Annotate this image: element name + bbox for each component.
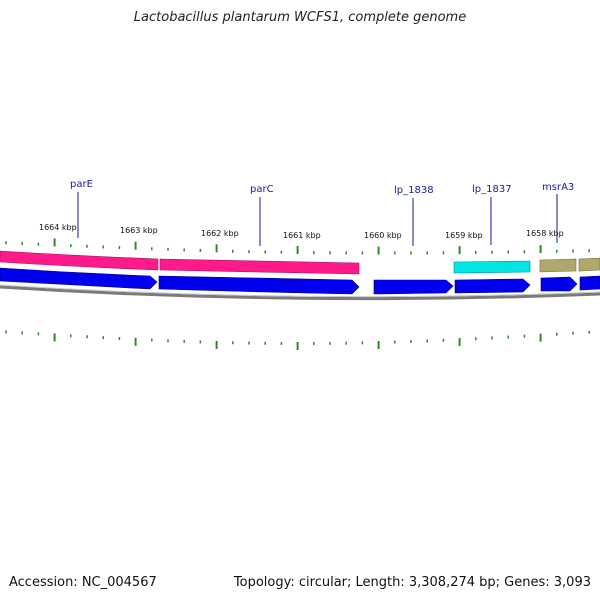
genome-backbone-highlight [0, 284, 600, 298]
scale-label: 1659 kbp [445, 231, 483, 240]
gene-label-parC: parC [250, 184, 274, 195]
scale-ticks [5, 238, 590, 350]
accession-text: Accession: NC_004567 [9, 575, 157, 590]
scale-label: 1664 kbp [39, 223, 77, 232]
feature-parC [159, 258, 360, 275]
cds-arrow-parE [0, 267, 158, 290]
cds-arrow-parC [158, 275, 360, 295]
feature-next [578, 257, 600, 272]
gene-label-msrA3: msrA3 [542, 182, 574, 193]
feature-msrA3 [539, 258, 577, 273]
scale-label: 1658 kbp [526, 229, 564, 238]
scale-label: 1663 kbp [120, 226, 158, 235]
cds-arrow-lp-1838 [373, 279, 454, 295]
scale-label: 1660 kbp [364, 231, 402, 240]
cds-arrow-lp-1837 [454, 278, 531, 294]
cds-arrow-msrA3 [540, 276, 578, 292]
feature-lp-1837 [453, 260, 531, 274]
genome-backbone [0, 285, 600, 301]
scale-label: 1661 kbp [283, 231, 321, 240]
gene-label-parE: parE [70, 179, 93, 190]
gene-label-lp-1838: lp_1838 [394, 185, 434, 196]
cds-arrow-next [579, 275, 600, 291]
scale-label: 1662 kbp [201, 229, 239, 238]
map-title: Lactobacillus plantarum WCFS1, complete … [133, 10, 467, 25]
feature-parE [0, 250, 159, 271]
gene-label-lp-1837: lp_1837 [472, 184, 512, 195]
genome-summary-text: Topology: circular; Length: 3,308,274 bp… [233, 575, 591, 590]
